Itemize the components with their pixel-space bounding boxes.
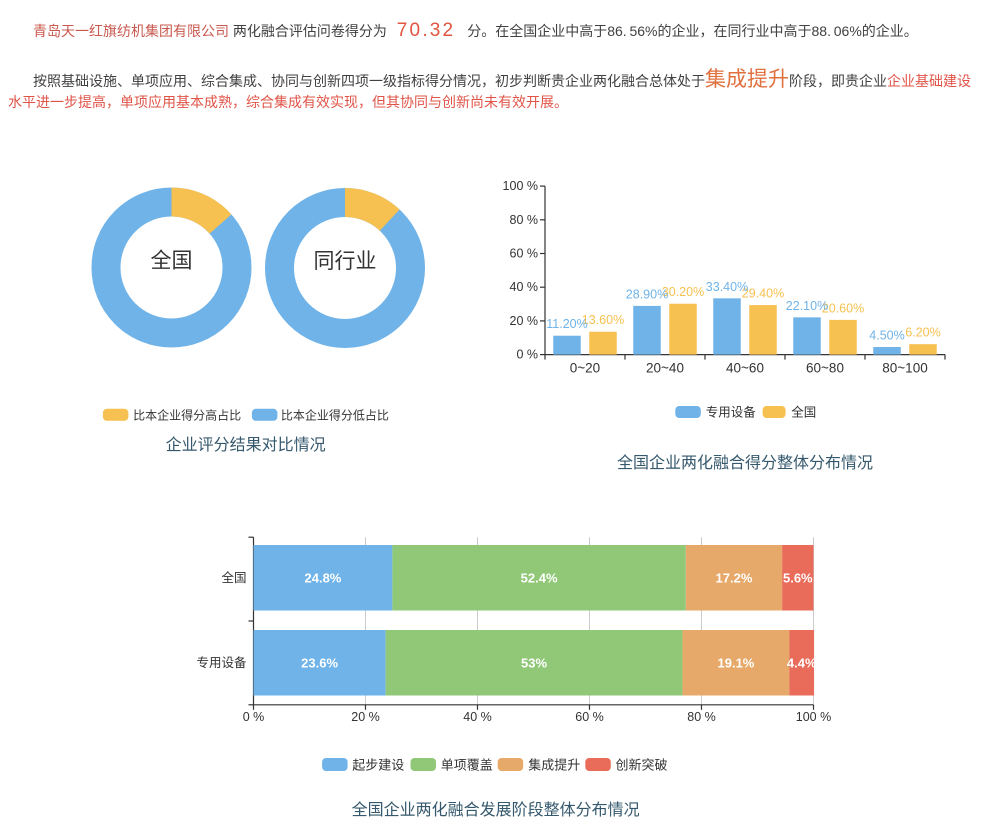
- svg-text:创新突破: 创新突破: [616, 758, 668, 773]
- svg-text:4.4%: 4.4%: [787, 655, 817, 670]
- svg-text:全国: 全国: [791, 405, 816, 420]
- svg-text:专用设备: 专用设备: [706, 405, 757, 420]
- svg-text:13.60%: 13.60%: [582, 313, 624, 327]
- svg-text:80 %: 80 %: [510, 213, 539, 227]
- svg-text:6.20%: 6.20%: [905, 326, 940, 340]
- svg-text:20~40: 20~40: [646, 361, 684, 376]
- svg-text:40~60: 40~60: [726, 361, 764, 376]
- svg-text:19.1%: 19.1%: [718, 655, 755, 670]
- svg-text:集成提升: 集成提升: [528, 758, 580, 773]
- svg-text:5.6%: 5.6%: [783, 570, 813, 585]
- svg-text:80~100: 80~100: [882, 361, 927, 376]
- svg-text:100 %: 100 %: [503, 179, 538, 193]
- svg-text:同行业: 同行业: [314, 250, 377, 273]
- svg-text:20 %: 20 %: [351, 710, 380, 724]
- svg-text:单项覆盖: 单项覆盖: [441, 758, 493, 773]
- svg-text:100 %: 100 %: [796, 710, 831, 724]
- svg-text:60~80: 60~80: [806, 361, 844, 376]
- svg-text:全国: 全国: [151, 250, 193, 273]
- svg-text:60 %: 60 %: [510, 247, 539, 261]
- svg-text:全国企业两化融合发展阶段整体分布情况: 全国企业两化融合发展阶段整体分布情况: [352, 801, 640, 819]
- svg-text:比本企业得分高占比: 比本企业得分高占比: [133, 407, 241, 422]
- svg-text:23.6%: 23.6%: [301, 655, 338, 670]
- svg-text:53%: 53%: [521, 655, 547, 670]
- svg-text:24.8%: 24.8%: [305, 570, 342, 585]
- svg-text:52.4%: 52.4%: [521, 570, 558, 585]
- svg-text:11.20%: 11.20%: [546, 317, 587, 331]
- svg-text:4.50%: 4.50%: [869, 329, 904, 343]
- svg-text:全国: 全国: [221, 570, 246, 585]
- svg-text:30.20%: 30.20%: [662, 285, 704, 299]
- svg-text:33.40%: 33.40%: [706, 280, 748, 294]
- svg-text:60 %: 60 %: [575, 710, 604, 724]
- svg-text:40 %: 40 %: [463, 710, 492, 724]
- svg-text:20.60%: 20.60%: [822, 301, 864, 315]
- svg-text:22.10%: 22.10%: [786, 299, 828, 313]
- svg-text:80 %: 80 %: [687, 710, 716, 724]
- svg-text:全国企业两化融合得分整体分布情况: 全国企业两化融合得分整体分布情况: [617, 454, 873, 472]
- svg-text:40 %: 40 %: [510, 280, 539, 294]
- svg-text:20 %: 20 %: [510, 314, 539, 328]
- svg-text:0 %: 0 %: [516, 348, 538, 362]
- svg-text:起步建设: 起步建设: [352, 758, 404, 773]
- svg-text:28.90%: 28.90%: [626, 287, 668, 301]
- svg-text:17.2%: 17.2%: [716, 570, 753, 585]
- svg-text:0 %: 0 %: [243, 710, 265, 724]
- svg-text:企业评分结果对比情况: 企业评分结果对比情况: [166, 436, 326, 454]
- svg-text:29.40%: 29.40%: [742, 287, 784, 301]
- svg-text:专用设备: 专用设备: [196, 655, 247, 670]
- svg-text:比本企业得分低占比: 比本企业得分低占比: [281, 407, 389, 422]
- svg-text:0~20: 0~20: [570, 361, 600, 376]
